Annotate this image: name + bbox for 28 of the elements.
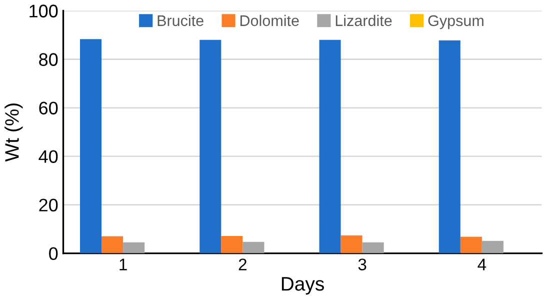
bar [221,236,243,254]
legend-label: Brucite [158,14,204,26]
bar [242,242,264,254]
x-tick-label: 4 [478,258,486,270]
y-tick-label: 100 [30,4,58,18]
bar [460,236,482,254]
bar [438,40,460,254]
x-tick-label: 1 [120,258,127,270]
y-axis-title: Wt (%) [4,104,23,162]
bar [482,240,504,254]
legend-label: Dolomite [240,14,299,26]
bar [200,40,222,254]
bar [80,39,102,254]
x-tick-label: 2 [238,258,246,270]
bar [340,235,362,254]
x-axis-title: Days [282,277,324,295]
x-tick-label: 3 [358,258,366,270]
y-tick-label: 40 [38,150,58,163]
y-tick-label: 20 [39,198,58,212]
legend-label: Lizardite [336,14,392,26]
bar [319,40,341,254]
y-tick-label: 80 [39,53,58,66]
bar [123,242,145,254]
y-tick-label: 60 [39,102,58,114]
y-tick-label: 0 [49,247,58,260]
legend-label: Gypsum [428,15,484,30]
bar [102,236,124,254]
bar [362,242,384,254]
